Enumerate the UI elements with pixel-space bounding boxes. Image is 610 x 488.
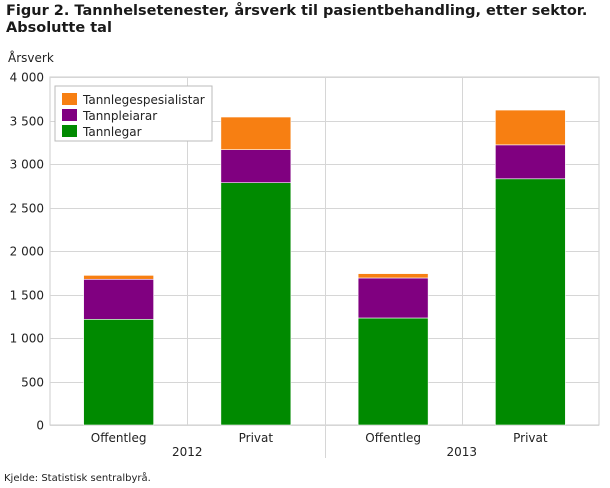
- source-note: Kjelde: Statistisk sentralbyrå.: [4, 473, 151, 484]
- bar-segment-tannlegespesialistar: [357, 273, 429, 279]
- bar-segment-tannpleiarar: [357, 277, 429, 319]
- y-tick-label: 2 500: [10, 202, 44, 216]
- y-tick-label: 3 500: [10, 115, 44, 129]
- legend-swatch: [62, 109, 77, 121]
- group-label: 2013: [446, 445, 477, 459]
- bar-segment-tannlegespesialistar: [220, 116, 292, 150]
- bar-segment-tannpleiarar: [220, 149, 292, 184]
- legend-swatch: [62, 125, 77, 137]
- legend-swatch: [62, 93, 77, 105]
- bar-segment-tannlegar: [495, 178, 566, 426]
- chart-title-line2: Absolutte tal: [6, 20, 112, 36]
- legend: [54, 85, 213, 142]
- y-tick-label: 1 500: [10, 289, 44, 303]
- x-tick-label: Offentleg: [365, 431, 421, 445]
- y-tick-label: 2 000: [10, 245, 44, 259]
- y-tick-label: 1 000: [10, 332, 44, 346]
- group-label: 2012: [172, 445, 203, 459]
- y-tick-label: 500: [21, 376, 44, 390]
- y-tick-label: 0: [36, 419, 44, 433]
- chart-title-line1: Figur 2. Tannhelsetenester, årsverk til …: [6, 3, 588, 19]
- y-tick-label: 4 000: [10, 71, 44, 85]
- legend-label: Tannlegespesialistar: [82, 93, 205, 107]
- legend-label: Tannpleiarar: [82, 109, 157, 123]
- x-tick-label: Privat: [513, 431, 548, 445]
- y-tick-label: 3 000: [10, 158, 44, 172]
- bar-segment-tannlegar: [220, 182, 292, 426]
- bar-segment-tannlegespesialistar: [83, 275, 154, 280]
- bar-segment-tannlegespesialistar: [495, 109, 566, 146]
- bar-segment-tannlegar: [83, 318, 154, 426]
- bar-segment-tannpleiarar: [495, 144, 566, 180]
- legend-label: Tannlegar: [82, 125, 142, 139]
- y-axis-label: Årsverk: [8, 50, 54, 65]
- bar-segment-tannlegar: [357, 317, 429, 426]
- x-tick-label: Privat: [239, 431, 274, 445]
- x-tick-label: Offentleg: [91, 431, 147, 445]
- bar-segment-tannpleiarar: [83, 278, 154, 320]
- chart-title: Figur 2. Tannhelsetenester, årsverk til …: [6, 3, 604, 37]
